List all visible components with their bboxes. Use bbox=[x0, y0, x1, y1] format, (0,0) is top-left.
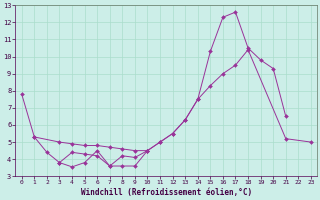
X-axis label: Windchill (Refroidissement éolien,°C): Windchill (Refroidissement éolien,°C) bbox=[81, 188, 252, 197]
